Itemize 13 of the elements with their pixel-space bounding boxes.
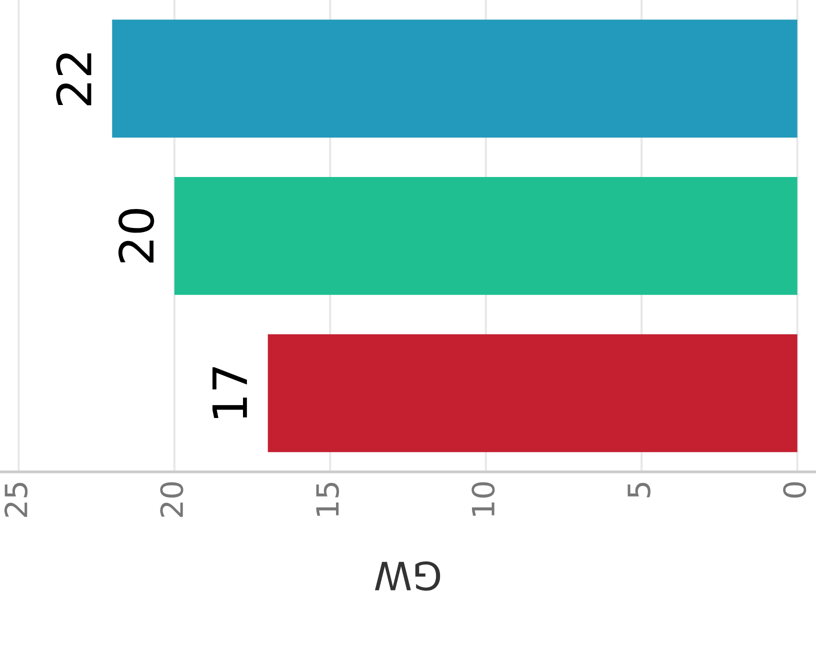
x-tick-label: 10	[472, 482, 495, 516]
x-tick-label: 0	[783, 482, 806, 498]
data-label: 22	[56, 53, 92, 106]
bar	[268, 334, 798, 452]
data-label: 20	[118, 209, 154, 263]
x-tick-label: 15	[316, 482, 340, 516]
data-label: 17	[212, 367, 247, 418]
x-tick-label: 5	[628, 482, 650, 498]
bar	[112, 20, 798, 138]
x-tick-label: 25	[4, 482, 28, 517]
x-tick-label: 20	[160, 482, 184, 517]
x-axis-title: GW	[374, 561, 440, 591]
bar	[174, 176, 798, 295]
